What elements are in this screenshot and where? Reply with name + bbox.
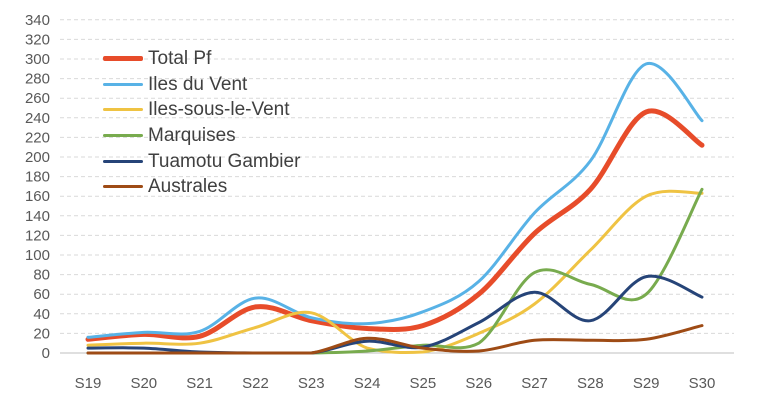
x-tick-label: S24 (354, 375, 381, 392)
x-tick-label: S26 (465, 375, 492, 392)
legend-label: Australes (148, 176, 228, 198)
legend-swatch-iles-du-vent (103, 82, 143, 86)
legend-swatch-marquises (103, 134, 143, 138)
legend-item-tuamotu-gambier: Tuamotu Gambier (103, 148, 300, 174)
legend-swatch-total-pf (103, 56, 143, 62)
x-tick-label: S19 (75, 375, 102, 392)
y-tick-label: 120 (25, 227, 50, 244)
legend-label: Iles du Vent (148, 73, 248, 95)
y-tick-label: 40 (33, 306, 50, 323)
legend-item-australes: Australes (103, 174, 300, 200)
x-tick-label: S25 (410, 375, 437, 392)
series-line-total-pf (85, 108, 705, 342)
legend-item-iles-du-vent: Iles du Vent (103, 72, 300, 98)
y-tick-label: 240 (25, 110, 50, 127)
series-line-iles-sous-le-vent (86, 189, 704, 355)
legend-label: Marquises (148, 125, 236, 147)
y-tick-label: 220 (25, 129, 50, 146)
legend-label: Total Pf (148, 48, 212, 70)
y-tick-label: 320 (25, 31, 50, 48)
y-tick-label: 20 (33, 325, 50, 342)
legend-item-total-pf: Total Pf (103, 46, 300, 72)
x-tick-label: S20 (130, 375, 157, 392)
x-tick-label: S29 (633, 375, 660, 392)
y-tick-label: 340 (25, 12, 50, 29)
y-tick-label: 160 (25, 188, 50, 205)
x-tick-label: S28 (577, 375, 604, 392)
x-tick-label: S30 (689, 375, 716, 392)
legend-item-marquises: Marquises (103, 123, 300, 149)
legend: Total Pf Iles du Vent Iles-sous-le-Vent … (103, 46, 300, 200)
legend-swatch-iles-sous-le-vent (103, 108, 143, 112)
x-tick-label: S22 (242, 375, 269, 392)
x-tick-label: S21 (186, 375, 213, 392)
x-tick-label: S23 (298, 375, 325, 392)
y-tick-label: 80 (33, 267, 50, 284)
series-line-australes (86, 324, 704, 355)
y-tick-label: 180 (25, 169, 50, 186)
legend-swatch-australes (103, 185, 143, 189)
legend-swatch-tuamotu-gambier (103, 159, 143, 163)
legend-label: Tuamotu Gambier (148, 150, 301, 172)
y-tick-label: 60 (33, 286, 50, 303)
series-line-iles-du-vent (86, 62, 704, 339)
legend-item-iles-sous-le-vent: Iles-sous-le-Vent (103, 97, 300, 123)
legend-label: Iles-sous-le-Vent (148, 99, 290, 121)
y-tick-label: 140 (25, 208, 50, 225)
y-tick-label: 260 (25, 90, 50, 107)
y-tick-label: 0 (42, 345, 50, 362)
y-tick-label: 100 (25, 247, 50, 264)
y-tick-label: 280 (25, 71, 50, 88)
y-tick-label: 300 (25, 51, 50, 68)
x-tick-label: S27 (521, 375, 548, 392)
y-tick-label: 200 (25, 149, 50, 166)
